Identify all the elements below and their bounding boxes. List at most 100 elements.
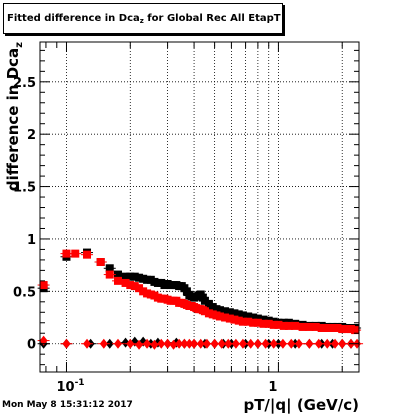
data-point	[291, 321, 300, 330]
data-point	[305, 322, 314, 331]
y-tick-label: 1	[27, 233, 36, 248]
data-point	[200, 307, 209, 316]
data-point	[215, 312, 224, 321]
data-point	[231, 338, 240, 349]
x-tick-label: 1	[268, 380, 277, 395]
data-point	[157, 338, 166, 349]
data-point	[253, 314, 262, 323]
data-point	[215, 306, 224, 315]
y-tick-label: 2.5	[13, 76, 36, 91]
data-point	[210, 338, 219, 349]
data-point	[311, 322, 320, 331]
x-tick-label-base: 10	[56, 380, 74, 395]
data-point	[163, 338, 172, 349]
data-point	[62, 338, 71, 349]
data-point	[225, 314, 234, 323]
data-point	[351, 326, 360, 335]
data-point	[202, 338, 211, 349]
axis-ticks: 0 0.5 1 1.5 2 2.5 10-1 1	[13, 42, 359, 395]
y-axis-label-main: difference in Dca	[4, 48, 22, 191]
data-point	[294, 338, 303, 349]
data-point	[83, 250, 92, 259]
y-tick-label: 1.5	[13, 181, 36, 196]
data-point	[284, 321, 293, 330]
data-point	[234, 316, 243, 325]
plot-border	[39, 41, 360, 373]
data-point	[135, 273, 144, 282]
data-point	[62, 249, 71, 258]
data-point	[150, 339, 159, 350]
data-point	[225, 308, 234, 317]
data-point	[135, 339, 144, 350]
chart-title-rest: for Global Rec All EtapT	[143, 13, 281, 24]
data-point	[331, 338, 340, 349]
data-point	[230, 315, 239, 324]
data-point	[105, 270, 114, 279]
data-point	[249, 313, 258, 322]
data-point	[105, 264, 114, 273]
data-point	[130, 272, 139, 281]
data-point	[333, 324, 342, 332]
data-point	[217, 338, 226, 349]
data-point	[261, 338, 270, 349]
data-point	[113, 270, 122, 279]
x-axis-label: pT/|q| (GeV/c)	[243, 396, 359, 414]
y-tick-label: 2	[27, 128, 36, 143]
data-point	[323, 338, 332, 349]
y-axis-label-subscript: z	[14, 42, 25, 48]
data-point	[244, 312, 253, 321]
data-point	[200, 296, 209, 305]
data-point	[135, 284, 144, 293]
chart-title-subscript: z	[139, 17, 144, 25]
data-point	[39, 335, 48, 346]
data-point	[143, 338, 152, 349]
data-point	[83, 338, 92, 349]
data-point	[71, 249, 80, 258]
plot-frame	[39, 41, 360, 373]
data-point	[269, 338, 278, 349]
data-point	[305, 338, 314, 349]
data-point	[274, 320, 283, 329]
data-point	[234, 310, 243, 319]
data-point	[246, 338, 255, 349]
data-point	[126, 338, 135, 349]
data-point	[221, 307, 230, 316]
data-point	[182, 287, 191, 296]
data-point	[298, 322, 307, 331]
data-point	[338, 338, 347, 349]
data-point	[259, 315, 268, 324]
data-point	[96, 258, 105, 266]
y-tick-label: 0	[27, 338, 36, 353]
data-point	[264, 319, 273, 328]
timestamp: Mon May 8 15:31:12 2017	[2, 400, 133, 410]
data-point	[238, 311, 247, 320]
data-point	[130, 282, 139, 291]
y-axis-label: difference in Dcaz	[4, 42, 25, 191]
x-tick-label-exponent: -1	[75, 378, 85, 388]
data-point	[196, 338, 205, 349]
diamond-series	[37, 335, 364, 350]
x-tick-label-base: 1	[268, 380, 277, 395]
y-tick-label: 0.5	[13, 285, 36, 300]
square-series	[37, 249, 362, 335]
chart-title-main: Fitted difference in Dca	[7, 13, 140, 24]
data-point	[346, 325, 355, 334]
data-point	[278, 338, 287, 349]
square-series	[37, 248, 362, 332]
data-point	[121, 278, 130, 287]
data-point	[230, 309, 239, 318]
data-point	[126, 281, 135, 290]
chart-title: Fitted difference in Dcaz for Global Rec…	[3, 3, 283, 34]
data-point	[113, 338, 122, 349]
data-point	[244, 317, 253, 326]
data-point	[99, 338, 108, 349]
data-point	[190, 338, 199, 349]
data-point	[39, 281, 48, 290]
data-point	[253, 338, 262, 349]
data-point	[113, 276, 122, 285]
x-tick-label: 10-1	[56, 378, 84, 395]
data-point	[287, 338, 296, 349]
data-point	[253, 318, 262, 327]
data-point	[314, 338, 323, 349]
